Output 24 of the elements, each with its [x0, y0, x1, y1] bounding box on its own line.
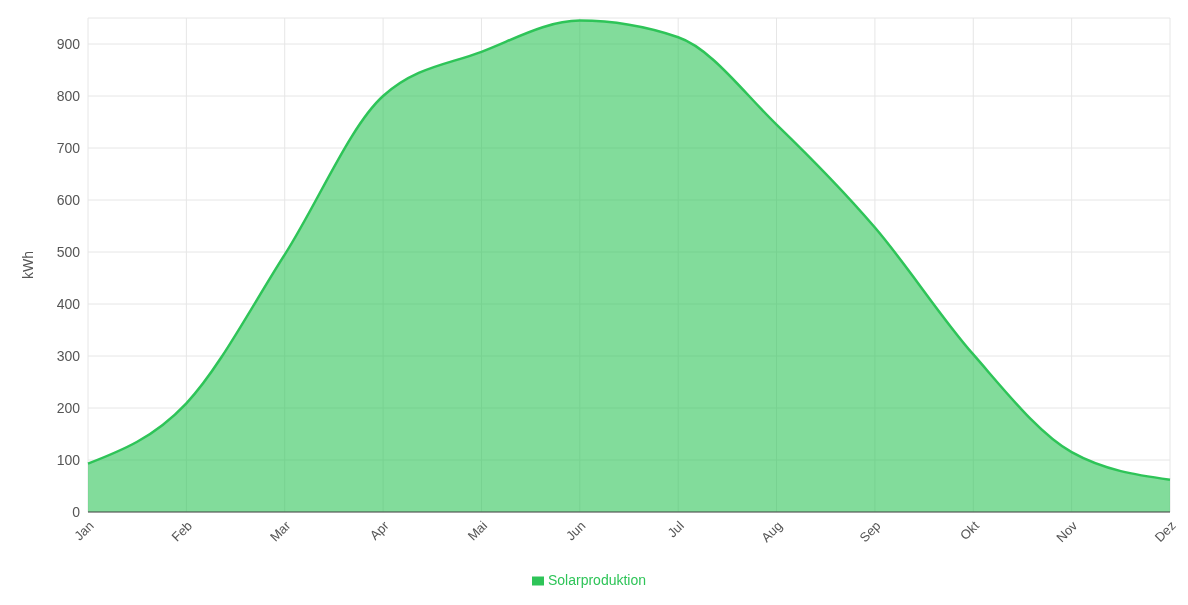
- y-tick-label: 0: [72, 503, 81, 520]
- x-tick-label: Mai: [464, 517, 491, 544]
- x-tick-label: Mar: [266, 517, 294, 545]
- y-tick-label: 100: [56, 451, 81, 468]
- x-tick-label: Apr: [366, 517, 393, 543]
- x-tick-label: Dez: [1151, 518, 1179, 545]
- x-tick-label: Sep: [856, 518, 884, 546]
- x-tick-label: Jul: [664, 517, 687, 541]
- x-tick-label: Jan: [71, 518, 97, 544]
- y-tick-label: 800: [56, 87, 81, 104]
- x-tick-label: Nov: [1053, 517, 1081, 545]
- y-tick-label: 900: [56, 35, 81, 52]
- y-tick-label: 400: [56, 295, 81, 312]
- x-tick-label: Feb: [168, 518, 196, 545]
- y-tick-label: 500: [56, 243, 81, 260]
- legend-label: Solarproduktion: [547, 572, 647, 588]
- x-tick-label: Jun: [563, 518, 589, 544]
- y-axis-title: kWh: [19, 251, 36, 279]
- y-tick-label: 600: [56, 191, 81, 208]
- y-tick-label: 700: [56, 139, 81, 156]
- y-tick-label: 300: [56, 347, 81, 364]
- y-tick-label: 200: [56, 399, 81, 416]
- x-tick-label: Okt: [957, 517, 983, 543]
- x-tick-label: Aug: [758, 518, 786, 546]
